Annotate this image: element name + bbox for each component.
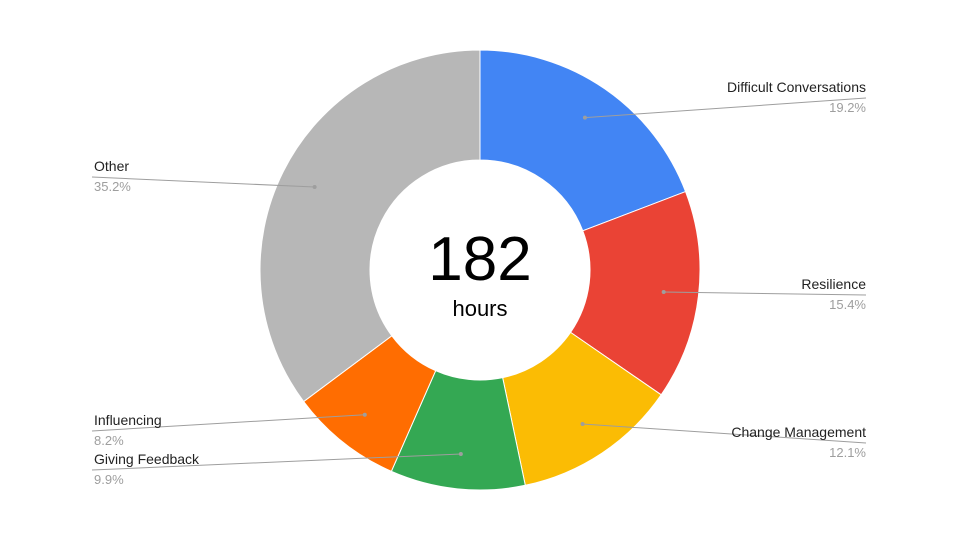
leader-dot-resilience: [661, 290, 666, 295]
slice-label-giving-feedback: Giving Feedback: [94, 451, 200, 467]
leader-line-resilience: [663, 291, 867, 296]
slice-percent-influencing: 8.2%: [94, 433, 124, 448]
slice-percent-difficult-conversations: 19.2%: [829, 100, 866, 115]
center-total-unit: hours: [452, 296, 507, 321]
slice-percent-giving-feedback: 9.9%: [94, 472, 124, 487]
slice-label-change-management: Change Management: [731, 424, 866, 440]
leader-line-giving-feedback: [91, 453, 461, 471]
leader-line-difficult-conversations: [584, 97, 867, 119]
leader-dot-influencing: [362, 412, 367, 417]
slice-labels: Difficult Conversations 19.2% Resilience 15…: [91, 79, 867, 487]
slice-label-resilience: Resilience: [801, 276, 866, 292]
donut-slices: [259, 49, 701, 491]
leader-dot-change-management: [580, 421, 585, 426]
leader-line-change-management: [582, 423, 867, 444]
leader-dot-giving-feedback: [458, 452, 463, 457]
slice-label-difficult-conversations: Difficult Conversations: [727, 79, 866, 95]
slice-label-influencing: Influencing: [94, 412, 162, 428]
slice-percent-other: 35.2%: [94, 179, 131, 194]
leader-dot-other: [312, 185, 317, 190]
leader-dot-difficult-conversations: [582, 115, 587, 120]
slice-label-other: Other: [94, 158, 129, 174]
slice-percent-change-management: 12.1%: [829, 445, 866, 460]
donut-hole: [370, 160, 590, 380]
leader-line-influencing: [91, 414, 365, 432]
center-total-value: 182: [428, 225, 531, 294]
slice-percent-resilience: 15.4%: [829, 297, 866, 312]
leader-line-other: [91, 176, 315, 188]
